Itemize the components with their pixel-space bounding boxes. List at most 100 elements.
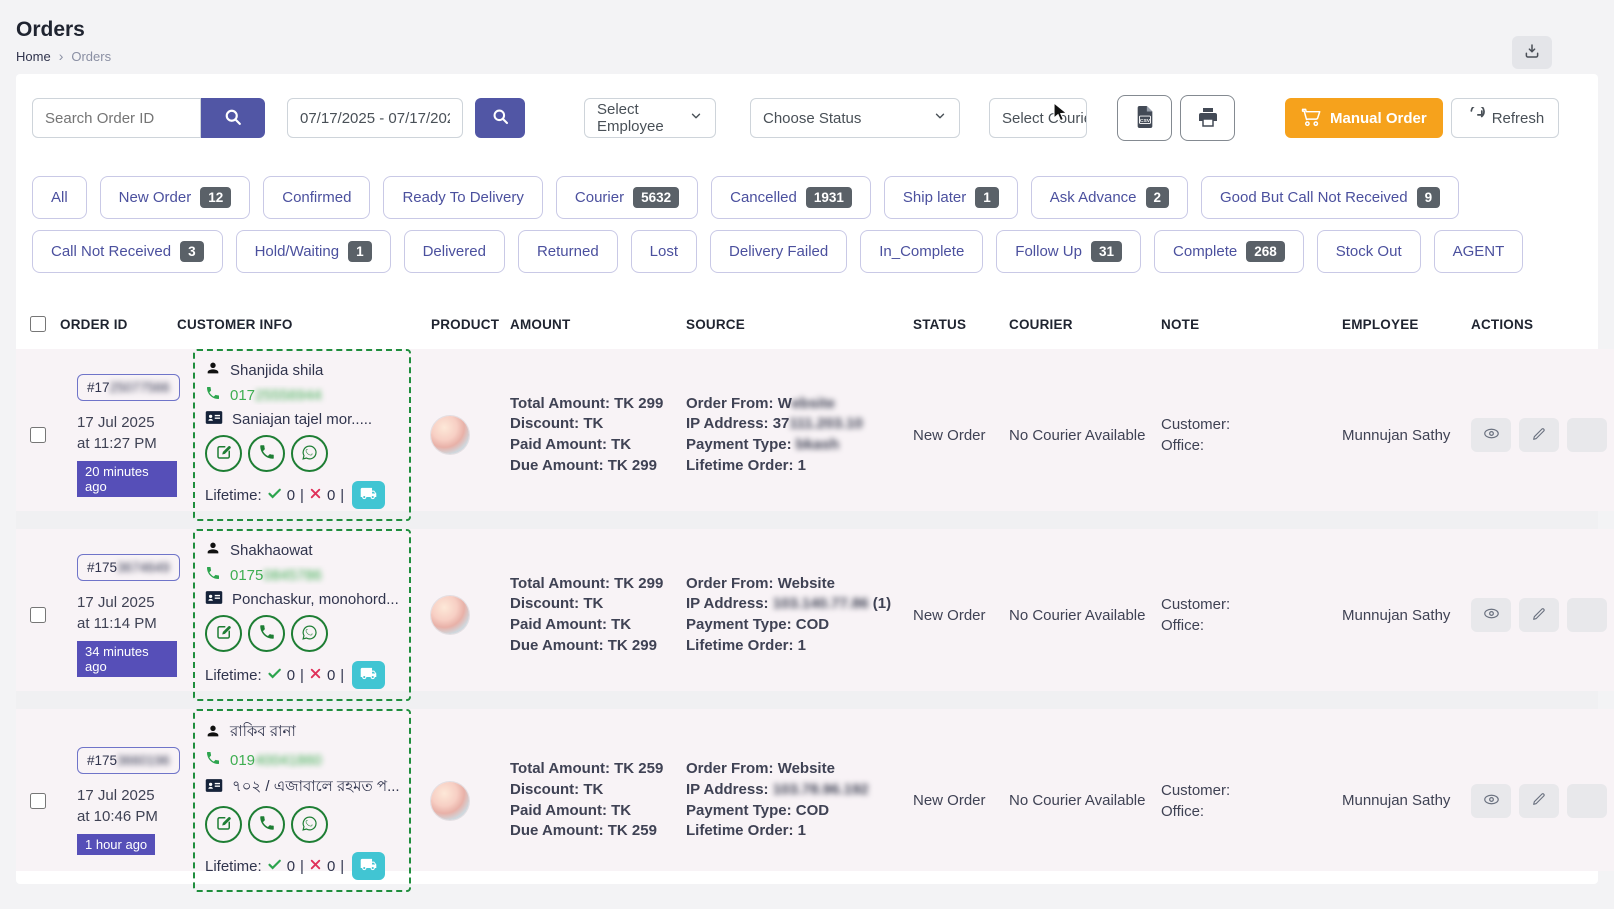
edit-icon	[215, 814, 233, 835]
status-cell: New Order	[913, 606, 986, 624]
count-badge: 12	[200, 187, 232, 208]
filter-good-but-call-not-received[interactable]: Good But Call Not Received 9	[1201, 176, 1460, 219]
filter-confirmed[interactable]: Confirmed	[263, 176, 371, 219]
filter-cancelled[interactable]: Cancelled 1931	[711, 176, 871, 219]
whatsapp-button[interactable]	[291, 435, 328, 472]
more-actions-button[interactable]	[1567, 418, 1607, 452]
export-csv-button[interactable]: CSV	[1117, 95, 1172, 141]
breadcrumb: Home › Orders	[16, 48, 1598, 64]
customer-info-box: রাকিব রানা 01940041860 ৭০২ / এজাবালে রহম…	[193, 709, 411, 892]
filter-agent[interactable]: AGENT	[1433, 230, 1524, 273]
courier-history-button[interactable]	[352, 661, 386, 689]
whatsapp-button[interactable]	[291, 806, 328, 843]
view-order-button[interactable]	[1471, 783, 1511, 818]
count-badge: 268	[1246, 241, 1285, 262]
breadcrumb-separator: ›	[58, 48, 64, 64]
employee-cell: Munnujan Sathy	[1342, 426, 1451, 444]
view-order-button[interactable]	[1471, 598, 1511, 632]
filter-ship-later[interactable]: Ship later 1	[883, 176, 1018, 219]
redacted-ip: 111.203.10	[789, 415, 863, 433]
x-icon	[309, 667, 322, 684]
product-image[interactable]	[431, 781, 469, 820]
row-checkbox[interactable]	[30, 607, 46, 623]
filter-hold-waiting[interactable]: Hold/Waiting 1	[235, 230, 391, 273]
note-cell: Customer: Office:	[1161, 596, 1231, 634]
count-badge: 9	[1416, 187, 1441, 208]
redacted-ip: 103.140.77.86	[772, 595, 869, 613]
edit-customer-button[interactable]	[205, 615, 242, 652]
edit-order-button[interactable]	[1519, 783, 1559, 818]
filter-delivery-failed[interactable]: Delivery Failed	[710, 230, 848, 273]
filter-call-not-received[interactable]: Call Not Received 3	[32, 230, 223, 273]
order-date: 17 Jul 2025 at 11:27 PM	[77, 413, 157, 452]
whatsapp-icon	[301, 624, 318, 644]
truck-icon	[360, 485, 377, 505]
check-icon	[267, 486, 282, 505]
search-order-input[interactable]	[32, 98, 201, 138]
filter-new-order[interactable]: New Order 12	[99, 176, 251, 219]
order-id-pill[interactable]: #1753674649	[77, 553, 180, 581]
actions-cell	[1471, 598, 1614, 632]
redacted-order-id: 3674649	[117, 559, 170, 575]
choose-status-dropdown[interactable]: Choose Status	[750, 98, 960, 138]
whatsapp-button[interactable]	[291, 615, 328, 652]
filter-lost[interactable]: Lost	[630, 230, 698, 273]
row-checkbox[interactable]	[30, 792, 46, 809]
filter-delivered[interactable]: Delivered	[403, 230, 505, 273]
refresh-button[interactable]: Refresh	[1450, 98, 1560, 138]
manual-order-button[interactable]: Manual Order	[1285, 98, 1443, 138]
filter-follow-up[interactable]: Follow Up 31	[996, 230, 1142, 273]
phone-icon	[258, 814, 276, 835]
call-button[interactable]	[248, 435, 285, 472]
filter-courier[interactable]: Courier 5632	[555, 176, 699, 219]
note-cell: Customer: Office:	[1161, 416, 1231, 454]
courier-history-button[interactable]	[352, 852, 386, 880]
edit-order-button[interactable]	[1519, 418, 1559, 452]
edit-customer-button[interactable]	[205, 806, 242, 843]
edit-order-button[interactable]	[1519, 598, 1559, 632]
call-button[interactable]	[248, 806, 285, 843]
row-checkbox[interactable]	[30, 427, 46, 443]
courier-history-button[interactable]	[352, 481, 386, 509]
edit-customer-button[interactable]	[205, 435, 242, 472]
order-id-pill[interactable]: #1725077566	[77, 373, 180, 401]
customer-name: Shakhaowat	[230, 541, 313, 559]
select-courier-dropdown[interactable]: Select Courier	[989, 98, 1087, 138]
filter-all[interactable]: All	[32, 176, 87, 219]
filter-in-complete[interactable]: In_Complete	[860, 230, 984, 273]
eye-icon	[1483, 605, 1500, 625]
filter-complete[interactable]: Complete 268	[1154, 230, 1304, 273]
x-icon	[309, 487, 322, 504]
filter-ask-advance[interactable]: Ask Advance 2	[1030, 176, 1189, 219]
phone-icon	[205, 385, 221, 405]
order-id-pill[interactable]: #1753660196	[77, 746, 180, 774]
x-icon	[309, 858, 322, 875]
chevron-down-icon	[933, 109, 947, 127]
breadcrumb-home-link[interactable]: Home	[16, 48, 51, 64]
download-button[interactable]	[1512, 36, 1552, 69]
lifetime-label: Lifetime:	[205, 486, 262, 504]
count-badge: 1	[975, 187, 999, 208]
select-employee-dropdown[interactable]: Select Employee	[584, 98, 716, 138]
status-cell: New Order	[913, 792, 986, 809]
print-button[interactable]	[1180, 95, 1235, 141]
search-order-button[interactable]	[201, 98, 265, 138]
date-search-button[interactable]	[475, 98, 525, 138]
product-image[interactable]	[431, 416, 469, 454]
more-actions-button[interactable]	[1567, 598, 1607, 632]
choose-status-value: Choose Status	[763, 109, 862, 127]
filter-ready-to-delivery[interactable]: Ready To Delivery	[383, 176, 543, 219]
col-customer-info: CUSTOMER INFO	[177, 316, 293, 332]
call-button[interactable]	[248, 615, 285, 652]
person-icon	[205, 540, 221, 560]
more-actions-button[interactable]	[1567, 783, 1607, 818]
product-image[interactable]	[431, 596, 469, 634]
filter-stock-out[interactable]: Stock Out	[1316, 230, 1421, 273]
select-all-checkbox[interactable]	[30, 316, 46, 332]
view-order-button[interactable]	[1471, 418, 1511, 452]
redacted-payment: bkash	[795, 436, 840, 453]
status-cell: New Order	[913, 426, 986, 444]
col-amount: AMOUNT	[510, 316, 571, 332]
filter-returned[interactable]: Returned	[517, 230, 618, 273]
date-range-input[interactable]	[287, 98, 463, 138]
